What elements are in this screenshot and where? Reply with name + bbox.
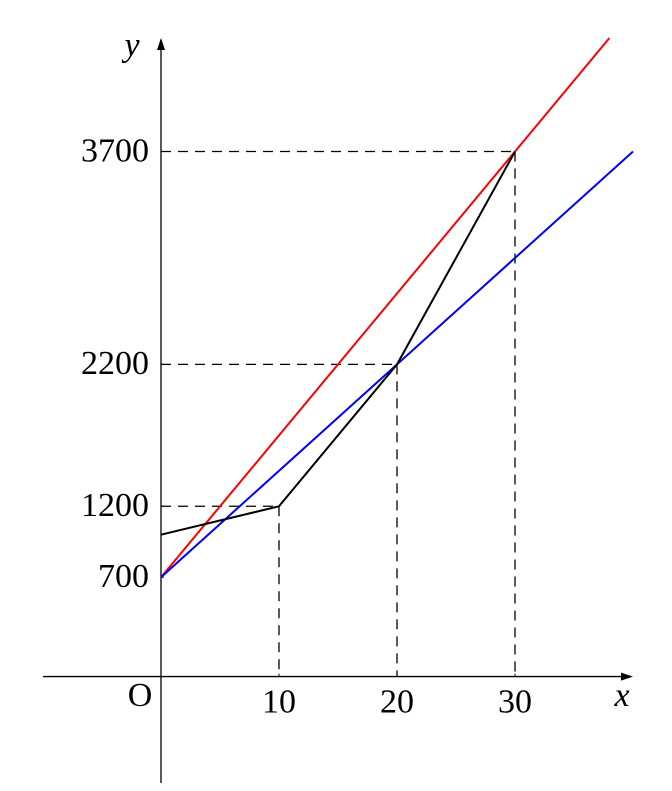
- y-axis-label: y: [121, 27, 140, 64]
- line-series: [160, 37, 611, 578]
- y-tick-label: 3700: [81, 132, 149, 169]
- y-axis-arrow: [157, 38, 165, 50]
- x-axis-label: x: [613, 677, 629, 714]
- x-tick-label: 10: [262, 683, 296, 720]
- line-series: [160, 151, 516, 536]
- y-tick-label: 1200: [81, 487, 149, 524]
- x-tick-label: 20: [380, 683, 414, 720]
- x-tick-label: 30: [498, 683, 532, 720]
- x-axis-arrow: [621, 672, 633, 681]
- y-tick-label: 700: [98, 558, 149, 595]
- origin-label: O: [128, 677, 153, 714]
- y-tick-label: 2200: [81, 345, 149, 382]
